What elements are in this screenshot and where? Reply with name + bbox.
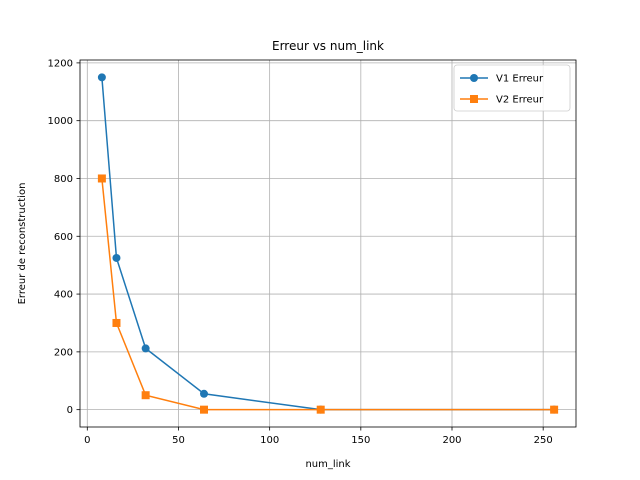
y-axis-label: Erreur de reconstruction <box>17 183 28 305</box>
data-point <box>112 253 121 262</box>
x-tick-label: 200 <box>442 435 461 446</box>
data-point <box>97 174 106 183</box>
y-tick-label: 1000 <box>48 116 73 127</box>
plot-frame <box>79 59 577 428</box>
legend-marker <box>470 95 478 103</box>
y-tick-label: 1200 <box>48 58 73 69</box>
grid <box>80 60 576 427</box>
y-tick-label: 800 <box>54 174 73 185</box>
y-axis: 0 200 400 600 800 1000 1200 <box>48 58 80 416</box>
chart-title: Erreur vs num_link <box>272 39 384 53</box>
legend-marker <box>470 74 478 82</box>
x-tick-label: 150 <box>351 435 370 446</box>
data-point <box>550 405 559 414</box>
data-point <box>316 405 325 414</box>
data-point <box>200 389 208 398</box>
x-axis-label: num_link <box>305 459 350 470</box>
data-point <box>141 391 150 400</box>
data-point <box>97 73 106 82</box>
x-tick-label: 0 <box>84 435 90 446</box>
data-point <box>141 344 150 353</box>
y-tick-label: 200 <box>54 347 73 358</box>
x-tick-label: 250 <box>534 435 553 446</box>
y-tick-label: 0 <box>67 405 73 416</box>
series-2 <box>97 174 559 414</box>
data-point <box>112 318 121 327</box>
legend-item: V2 Erreur <box>460 95 544 106</box>
x-axis: 0 50 100 150 200 250 <box>84 427 553 446</box>
data-point <box>200 405 208 414</box>
legend-label: V2 Erreur <box>496 95 544 106</box>
y-tick-label: 400 <box>54 290 73 301</box>
legend-item: V1 Erreur <box>460 74 544 85</box>
y-tick-label: 600 <box>54 232 73 243</box>
x-tick-label: 100 <box>260 435 279 446</box>
series-layer <box>97 73 559 414</box>
x-tick-label: 50 <box>172 435 185 446</box>
legend: V1 Erreur V2 Erreur <box>453 64 571 112</box>
series-line <box>101 178 555 411</box>
legend-label: V1 Erreur <box>496 74 544 85</box>
